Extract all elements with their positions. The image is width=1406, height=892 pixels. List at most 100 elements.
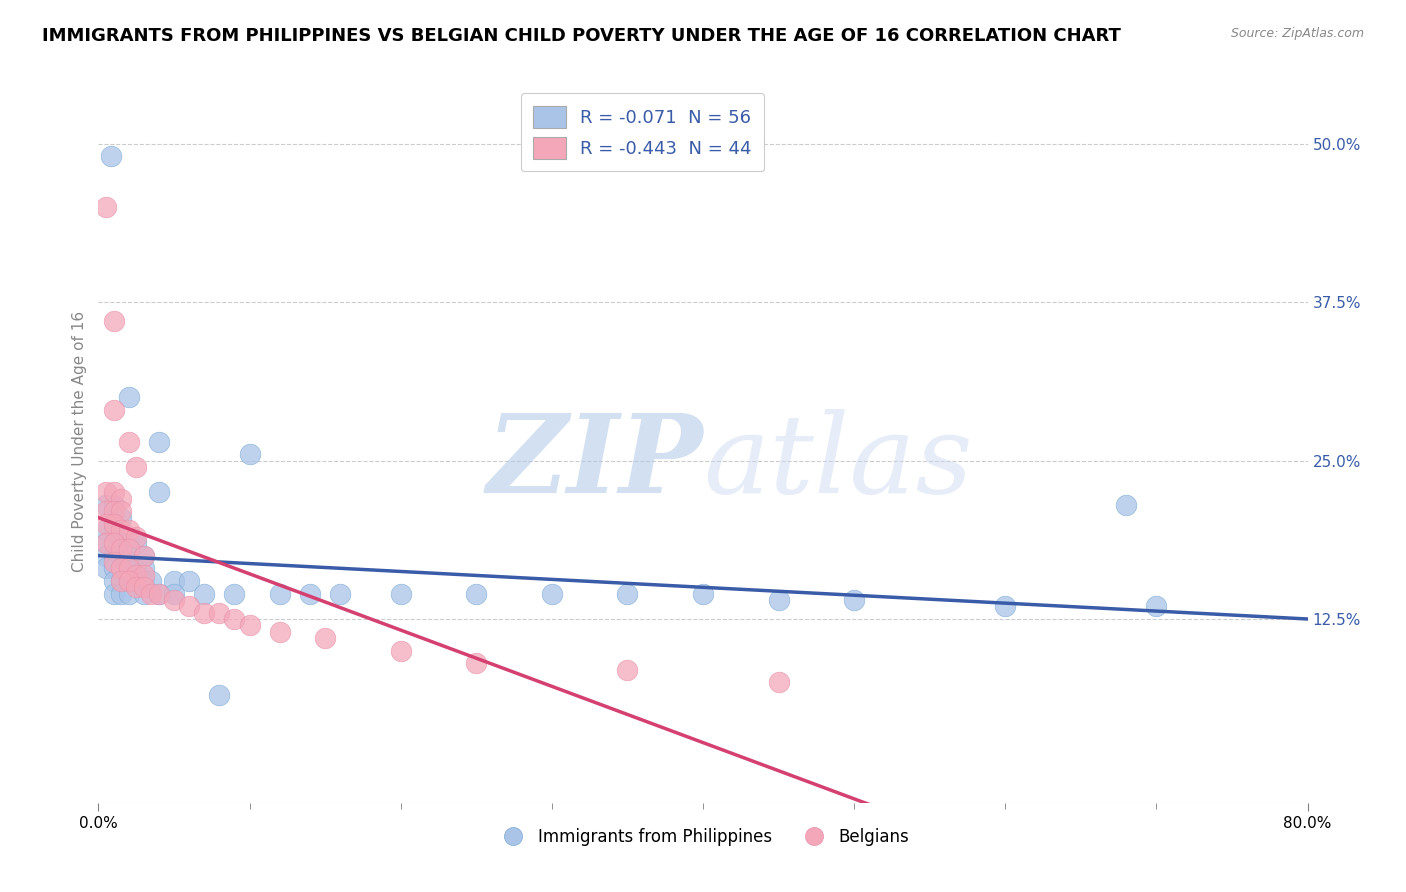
Point: [103, 498, 125, 512]
Point: [118, 390, 141, 404]
Point: [103, 485, 125, 500]
Point: [132, 549, 155, 563]
Point: [110, 510, 132, 524]
Text: ZIP: ZIP: [486, 409, 703, 517]
Point: [118, 574, 141, 588]
Point: [103, 402, 125, 417]
Point: [94, 536, 117, 550]
Point: [389, 587, 412, 601]
Point: [103, 549, 125, 563]
Point: [103, 587, 125, 601]
Point: [110, 491, 132, 506]
Point: [118, 587, 141, 601]
Point: [994, 599, 1017, 614]
Point: [269, 624, 291, 639]
Point: [148, 434, 170, 449]
Point: [118, 542, 141, 557]
Point: [132, 549, 155, 563]
Point: [132, 567, 155, 582]
Point: [125, 580, 148, 594]
Point: [616, 587, 638, 601]
Point: [389, 643, 412, 657]
Point: [329, 587, 352, 601]
Point: [118, 434, 141, 449]
Point: [616, 663, 638, 677]
Point: [94, 498, 117, 512]
Point: [94, 523, 117, 537]
Text: atlas: atlas: [703, 409, 973, 517]
Point: [110, 536, 132, 550]
Point: [224, 612, 246, 626]
Point: [314, 631, 336, 645]
Point: [208, 606, 231, 620]
Point: [465, 657, 488, 671]
Point: [148, 587, 170, 601]
Point: [118, 561, 141, 575]
Point: [141, 574, 163, 588]
Legend: Immigrants from Philippines, Belgians: Immigrants from Philippines, Belgians: [489, 821, 917, 852]
Point: [239, 447, 262, 461]
Point: [179, 599, 201, 614]
Text: Source: ZipAtlas.com: Source: ZipAtlas.com: [1230, 27, 1364, 40]
Point: [125, 530, 148, 544]
Point: [208, 688, 231, 702]
Point: [118, 523, 141, 537]
Point: [110, 523, 132, 537]
Point: [94, 549, 117, 563]
Point: [110, 542, 132, 557]
Point: [299, 587, 322, 601]
Point: [103, 314, 125, 328]
Point: [118, 574, 141, 588]
Point: [103, 504, 125, 518]
Point: [224, 587, 246, 601]
Point: [110, 574, 132, 588]
Point: [132, 580, 155, 594]
Point: [1115, 498, 1137, 512]
Point: [465, 587, 488, 601]
Point: [163, 574, 186, 588]
Point: [110, 561, 132, 575]
Point: [141, 587, 163, 601]
Point: [692, 587, 714, 601]
Point: [132, 574, 155, 588]
Point: [103, 516, 125, 531]
Point: [193, 587, 215, 601]
Point: [179, 574, 201, 588]
Point: [269, 587, 291, 601]
Point: [768, 675, 790, 690]
Point: [239, 618, 262, 632]
Point: [125, 536, 148, 550]
Point: [118, 561, 141, 575]
Point: [94, 200, 117, 214]
Point: [540, 587, 562, 601]
Point: [163, 593, 186, 607]
Point: [125, 574, 148, 588]
Point: [148, 587, 170, 601]
Point: [103, 555, 125, 569]
Point: [163, 587, 186, 601]
Point: [193, 606, 215, 620]
Point: [94, 561, 117, 575]
Point: [125, 561, 148, 575]
Point: [110, 587, 132, 601]
Point: [118, 536, 141, 550]
Point: [103, 536, 125, 550]
Text: IMMIGRANTS FROM PHILIPPINES VS BELGIAN CHILD POVERTY UNDER THE AGE OF 16 CORRELA: IMMIGRANTS FROM PHILIPPINES VS BELGIAN C…: [42, 27, 1121, 45]
Point: [768, 593, 790, 607]
Point: [110, 574, 132, 588]
Point: [125, 459, 148, 474]
Point: [94, 516, 117, 531]
Point: [103, 523, 125, 537]
Point: [110, 561, 132, 575]
Point: [100, 149, 122, 163]
Point: [148, 485, 170, 500]
Y-axis label: Child Poverty Under the Age of 16: Child Poverty Under the Age of 16: [72, 311, 87, 572]
Point: [94, 536, 117, 550]
Point: [103, 536, 125, 550]
Point: [132, 561, 155, 575]
Point: [110, 504, 132, 518]
Point: [844, 593, 866, 607]
Point: [94, 485, 117, 500]
Point: [103, 561, 125, 575]
Point: [118, 549, 141, 563]
